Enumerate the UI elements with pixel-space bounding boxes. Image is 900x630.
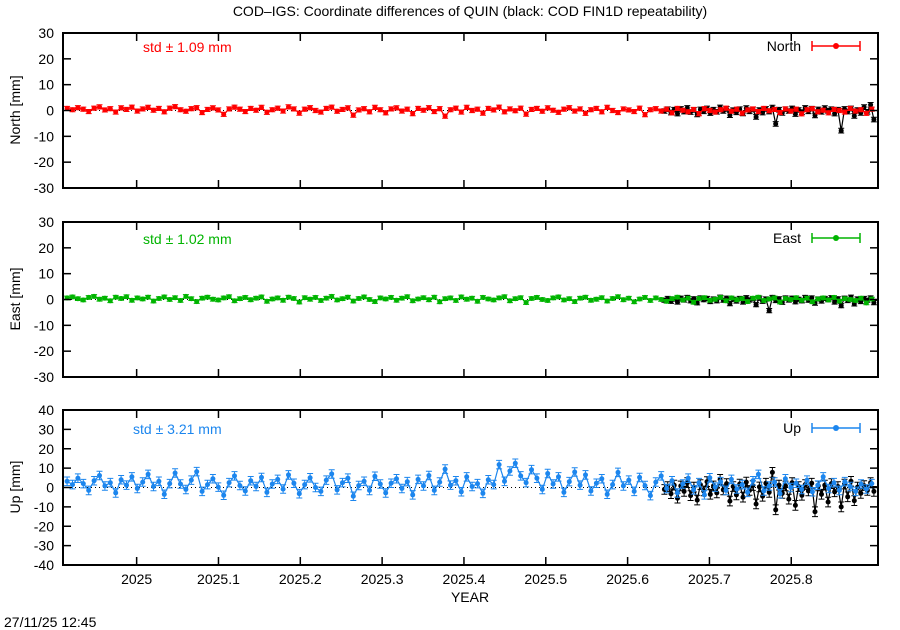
up-legend: Up (783, 420, 862, 436)
up-std-label: std ± 3.21 mm (133, 421, 222, 437)
y-tick-label: -20 (34, 154, 54, 170)
errorbar-legend-icon (811, 41, 861, 51)
east-y-axis-label: East [mm] (7, 267, 23, 331)
y-tick-label: -10 (34, 317, 54, 333)
y-tick-label: 10 (38, 460, 54, 476)
north-frame (62, 32, 879, 189)
x-tick-label: 2025.8 (770, 571, 813, 587)
y-tick-label: 20 (38, 240, 54, 256)
x-tick-label: 2025.7 (688, 571, 731, 587)
x-tick-label: 2025 (121, 571, 152, 587)
north-legend-label: North (766, 38, 801, 54)
y-tick-label: 20 (38, 441, 54, 457)
east-frame (62, 221, 879, 378)
north-legend: North (767, 38, 862, 54)
y-tick-label: 0 (46, 103, 54, 119)
east-legend: East (773, 230, 862, 246)
east-legend-label: East (772, 230, 801, 246)
east-series (64, 293, 875, 306)
x-tick-label: 2025.3 (361, 571, 404, 587)
x-axis-label: YEAR (450, 589, 490, 605)
east-std-label: std ± 1.02 mm (143, 231, 232, 247)
x-tick-label: 2025.2 (279, 571, 322, 587)
y-tick-label: 30 (38, 214, 54, 230)
y-tick-label: 30 (38, 25, 54, 41)
y-tick-label: 30 (38, 421, 54, 437)
x-tick-label: 2025.4 (443, 571, 486, 587)
errorbar-legend-icon (811, 233, 861, 243)
up-panel: 40 30 20 10 0 -10 -20 -30 -40 (34, 402, 879, 573)
y-tick-label: -10 (34, 499, 54, 515)
y-tick-label: -20 (34, 343, 54, 359)
y-tick-label: -10 (34, 128, 54, 144)
north-series (64, 104, 875, 119)
y-tick-label: 0 (46, 292, 54, 308)
chart-title: COD–IGS: Coordinate differences of QUIN … (232, 3, 708, 19)
north-panel: 30 20 10 0 -10 -20 -30 (34, 25, 879, 196)
plot-timestamp: 27/11/25 12:45 (4, 614, 97, 630)
errorbar-legend-icon (811, 423, 861, 433)
up-y-axis-label: Up [mm] (7, 460, 23, 514)
up-series (64, 458, 875, 501)
y-tick-label: 20 (38, 51, 54, 67)
y-tick-label: 10 (38, 266, 54, 282)
y-tick-label: 0 (46, 480, 54, 496)
y-tick-label: -30 (34, 180, 54, 196)
north-y-axis-label: North [mm] (7, 75, 23, 145)
x-tick-label: 2025.6 (606, 571, 649, 587)
north-std-label: std ± 1.09 mm (143, 39, 232, 55)
y-tick-label: -30 (34, 369, 54, 385)
y-tick-label: -30 (34, 538, 54, 554)
y-tick-label: 40 (38, 402, 54, 418)
x-tick-label: 2025.1 (197, 571, 240, 587)
up-legend-label: Up (783, 420, 801, 436)
y-tick-label: 10 (38, 77, 54, 93)
up-frame (62, 409, 879, 566)
y-tick-label: -40 (34, 557, 54, 573)
y-tick-label: -20 (34, 518, 54, 534)
east-panel: 30 20 10 0 -10 -20 -30 (34, 214, 879, 385)
x-tick-label: 2025.5 (524, 571, 567, 587)
